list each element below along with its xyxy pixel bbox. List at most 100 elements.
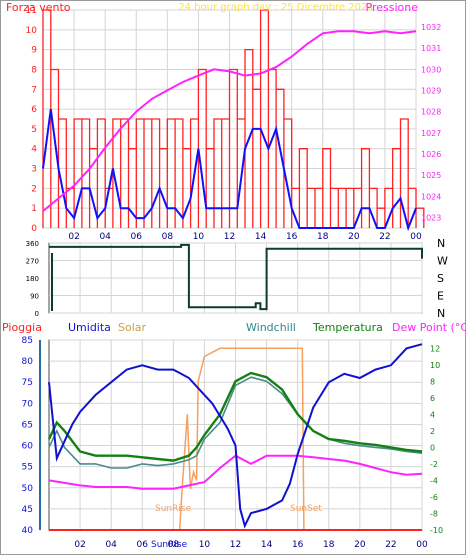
solar-line [49, 347, 422, 531]
temp-y-tick: -2 [430, 460, 438, 469]
humidity-y-tick: 80 [22, 357, 34, 367]
temp-y-tick: -4 [430, 476, 438, 485]
weather-x-tick: 00 [416, 540, 428, 550]
pressure-y-tick: 1030 [421, 65, 441, 74]
dir-y-tick: 180 [26, 275, 39, 283]
tick-layer: 02 04 06 08 10 12 14 16 18 20 22 000123456789101110… [22, 6, 448, 550]
legend-solar: Solar [118, 321, 147, 334]
humidity-y-tick: 45 [22, 505, 33, 515]
wind-x-tick: 08 [162, 232, 174, 242]
humidity-y-tick: 60 [22, 442, 34, 452]
pressure-y-tick: 1024 [421, 192, 441, 201]
humidity-y-tick: 75 [22, 378, 33, 388]
dir-y-tick: 270 [26, 258, 39, 266]
dew-point-line [48, 454, 423, 490]
weather-x-tick: 12 [230, 540, 241, 550]
humidity-y-tick: 85 [22, 336, 33, 346]
wind-y-tick: 0 [31, 224, 37, 234]
wind-x-tick: 16 [286, 232, 298, 242]
wind-average-line [42, 108, 417, 232]
legend-rain: Pioggia [2, 321, 42, 334]
legend-dew-point: Dew Point (°C) [392, 321, 466, 334]
wind-x-tick: 10 [193, 232, 205, 242]
weather-x-tick: 04 [105, 540, 117, 550]
dir-y-tick: 360 [26, 240, 39, 248]
pressure-y-tick: 1026 [421, 150, 441, 159]
weather-x-tick: 02 [74, 540, 85, 550]
wind-x-tick: 12 [224, 232, 235, 242]
wind-axis-title: Forza vento [6, 1, 71, 14]
wind-y-tick: 7 [31, 85, 37, 95]
humidity-y-tick: 55 [22, 463, 33, 473]
wind-y-tick: 6 [31, 105, 37, 115]
pressure-y-tick: 1027 [421, 129, 441, 138]
temp-y-tick: 4 [430, 410, 435, 419]
wind-x-tick: 00 [410, 232, 422, 242]
legend-temperature: Temperatura [312, 321, 383, 334]
temp-y-tick: -10 [430, 526, 443, 535]
pressure-y-tick: 1029 [421, 86, 441, 95]
temp-y-tick: 6 [430, 394, 435, 403]
chart-title: 24 hour graph day : 25 Dicembre 2024 [178, 2, 373, 13]
dir-y-tick: 0 [35, 310, 39, 318]
weather-x-tick: 22 [385, 540, 396, 550]
pressure-y-tick: 1032 [421, 23, 441, 32]
wind-x-tick: 02 [68, 232, 79, 242]
pressure-axis-title: Pressione [366, 1, 419, 14]
windchill-line [48, 376, 423, 469]
humidity-y-tick: 50 [22, 484, 34, 494]
dir-compass-label: N [437, 237, 445, 250]
wind-y-tick: 8 [31, 65, 37, 75]
wind-y-tick: 1 [31, 204, 37, 214]
wind-y-tick: 10 [26, 26, 38, 36]
humidity-y-tick: 70 [22, 399, 34, 409]
sunrise-axis-label: SunRise [151, 540, 188, 550]
legend-humidity: Umidita [68, 321, 111, 334]
dir-compass-label: E [437, 290, 444, 303]
temp-y-tick: -6 [430, 493, 438, 502]
pressure-line [42, 30, 417, 212]
weather-x-tick: 18 [323, 540, 335, 550]
wind-y-tick: 9 [31, 46, 37, 56]
sunrise-label: SunRise [155, 504, 192, 514]
pressure-y-tick: 1031 [421, 44, 441, 53]
pressure-y-tick: 1028 [421, 108, 441, 117]
wind-y-tick: 4 [31, 145, 37, 155]
weather-x-tick: 20 [354, 540, 366, 550]
wind-direction-line [49, 243, 423, 311]
temp-y-tick: 8 [430, 377, 435, 386]
dir-compass-label: N [437, 307, 445, 320]
pressure-y-tick: 1025 [421, 171, 441, 180]
weather-x-tick: 16 [292, 540, 304, 550]
humidity-line [48, 343, 423, 529]
temp-y-tick: 0 [430, 443, 435, 452]
dir-compass-label: W [437, 255, 448, 268]
wind-y-tick: 2 [31, 184, 37, 194]
sunset-label: SunSet [290, 504, 322, 514]
wind-x-tick: 20 [348, 232, 360, 242]
temp-y-tick: -8 [430, 509, 438, 518]
temp-y-tick: 12 [430, 344, 440, 353]
wind-x-tick: 22 [379, 232, 390, 242]
wind-y-tick: 5 [31, 125, 37, 135]
series-layer [39, 9, 425, 531]
wind-y-tick: 11 [26, 6, 37, 16]
wind-x-tick: 06 [131, 232, 143, 242]
weather-x-tick: 14 [261, 540, 273, 550]
temp-y-tick: 10 [430, 361, 440, 370]
dir-compass-label: S [437, 272, 444, 285]
wind-y-tick: 3 [31, 165, 37, 175]
dir-y-tick: 90 [30, 293, 39, 301]
wind-x-tick: 04 [99, 232, 111, 242]
humidity-y-tick: 65 [22, 420, 33, 430]
weather-x-tick: 06 [137, 540, 149, 550]
legend-windchill: Windchill [246, 321, 296, 334]
weather-x-tick: 08 [168, 540, 180, 550]
wind-x-tick: 14 [255, 232, 267, 242]
wind-x-tick: 18 [317, 232, 329, 242]
humidity-y-tick: 40 [22, 526, 34, 536]
weather-x-tick: 10 [199, 540, 211, 550]
temp-y-tick: 2 [430, 427, 435, 436]
